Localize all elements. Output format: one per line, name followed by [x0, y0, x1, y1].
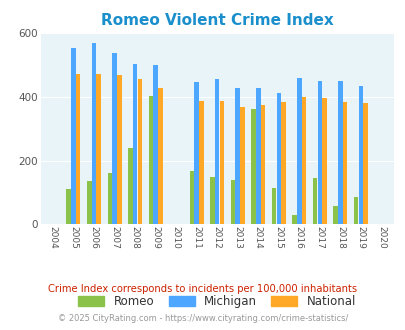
- Bar: [66, 189, 71, 224]
- Bar: [189, 171, 194, 224]
- Bar: [296, 78, 301, 224]
- Bar: [358, 85, 362, 224]
- Bar: [214, 79, 219, 224]
- Bar: [87, 182, 91, 224]
- Bar: [112, 53, 117, 224]
- Bar: [194, 82, 198, 224]
- Bar: [353, 197, 358, 224]
- Bar: [342, 102, 347, 224]
- Bar: [317, 81, 321, 224]
- Bar: [333, 206, 337, 224]
- Bar: [271, 188, 276, 224]
- Bar: [219, 101, 224, 224]
- Bar: [260, 105, 264, 224]
- Bar: [210, 177, 214, 224]
- Bar: [148, 96, 153, 224]
- Bar: [292, 215, 296, 224]
- Bar: [362, 104, 367, 224]
- Bar: [137, 79, 142, 224]
- Bar: [337, 81, 342, 224]
- Legend: Romeo, Michigan, National: Romeo, Michigan, National: [75, 291, 359, 312]
- Text: © 2025 CityRating.com - https://www.cityrating.com/crime-statistics/: © 2025 CityRating.com - https://www.city…: [58, 314, 347, 323]
- Bar: [158, 87, 162, 224]
- Bar: [92, 43, 96, 224]
- Bar: [240, 107, 244, 224]
- Bar: [128, 148, 132, 224]
- Bar: [230, 181, 235, 224]
- Bar: [96, 74, 101, 224]
- Bar: [71, 48, 75, 224]
- Bar: [251, 109, 255, 224]
- Bar: [235, 88, 239, 224]
- Bar: [276, 93, 280, 224]
- Bar: [301, 97, 306, 224]
- Bar: [312, 178, 317, 224]
- Bar: [76, 74, 80, 224]
- Bar: [322, 98, 326, 224]
- Text: Crime Index corresponds to incidents per 100,000 inhabitants: Crime Index corresponds to incidents per…: [48, 284, 357, 294]
- Bar: [256, 88, 260, 224]
- Bar: [132, 64, 137, 224]
- Bar: [281, 102, 285, 224]
- Bar: [153, 65, 158, 224]
- Bar: [117, 75, 121, 224]
- Title: Romeo Violent Crime Index: Romeo Violent Crime Index: [100, 13, 333, 28]
- Bar: [107, 173, 112, 224]
- Bar: [198, 101, 203, 224]
